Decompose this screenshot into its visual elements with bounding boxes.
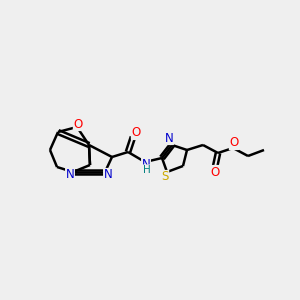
Text: O: O (230, 136, 238, 149)
Text: N: N (142, 158, 150, 170)
Text: N: N (165, 131, 173, 145)
Text: S: S (161, 170, 169, 184)
Text: O: O (74, 118, 82, 130)
Text: O: O (210, 166, 220, 178)
Text: N: N (103, 169, 112, 182)
Text: O: O (131, 127, 141, 140)
Text: H: H (143, 165, 151, 175)
Text: N: N (66, 169, 74, 182)
